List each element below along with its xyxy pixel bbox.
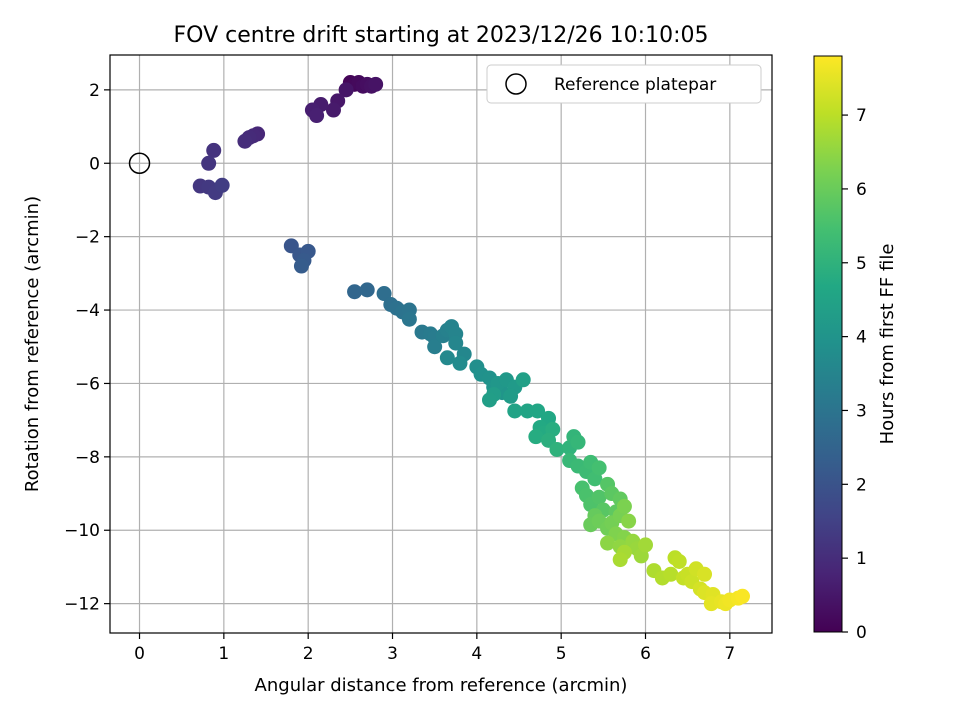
x-tick-label: 3: [387, 644, 398, 664]
x-tick-label: 4: [471, 644, 482, 664]
data-point: [663, 566, 679, 582]
data-point: [616, 498, 632, 514]
x-tick-label: 6: [640, 644, 651, 664]
legend-marker: [505, 73, 527, 95]
data-points: [192, 75, 750, 612]
data-point: [528, 429, 544, 445]
x-tick-label: 0: [134, 644, 145, 664]
data-point: [591, 460, 607, 476]
data-point: [427, 339, 443, 355]
colorbar-tick-label: 1: [856, 549, 867, 569]
data-point: [338, 82, 354, 98]
colorbar-label: Hours from first FF file: [877, 244, 898, 445]
data-point: [734, 588, 750, 604]
chart-title: FOV centre drift starting at 2023/12/26 …: [174, 23, 709, 48]
data-point: [452, 355, 468, 371]
y-tick-label: 0: [89, 154, 100, 174]
y-tick-label: −2: [75, 228, 100, 248]
colorbar-tick-label: 3: [856, 401, 867, 421]
data-point: [368, 76, 384, 92]
data-point: [600, 535, 616, 551]
legend: Reference platepar: [486, 64, 762, 104]
data-point: [671, 553, 687, 569]
data-point: [448, 335, 464, 351]
y-tick-label: −12: [64, 595, 100, 615]
legend-entry: Reference platepar: [554, 75, 716, 95]
data-point: [621, 513, 637, 529]
data-point: [503, 388, 519, 404]
y-tick-label: −4: [75, 301, 100, 321]
data-point: [214, 177, 230, 193]
grid: [110, 55, 772, 633]
data-point: [376, 286, 392, 302]
colorbar-tick-label: 0: [856, 623, 867, 643]
y-axis-ticks: 2 0 −2 −4 −6 −8 −10 −12: [64, 81, 110, 615]
data-point: [206, 142, 222, 158]
data-point: [237, 133, 253, 149]
data-point: [309, 108, 325, 124]
data-point: [359, 282, 375, 298]
data-point: [201, 155, 217, 171]
data-point: [507, 403, 523, 419]
data-point: [293, 258, 309, 274]
data-point: [638, 537, 654, 553]
data-point: [481, 392, 497, 408]
colorbar-tick-label: 2: [856, 475, 867, 495]
y-axis-label: Rotation from reference (arcmin): [22, 196, 43, 492]
x-tick-label: 7: [724, 644, 735, 664]
colorbar-tick-label: 5: [856, 254, 867, 274]
data-point: [515, 372, 531, 388]
data-point: [439, 350, 455, 366]
data-point: [570, 434, 586, 450]
colorbar: 0 1 2 3 4 5 6 7 Hours from first FF file: [813, 55, 898, 643]
y-tick-label: −10: [64, 521, 100, 541]
x-tick-label: 1: [218, 644, 229, 664]
data-point: [549, 442, 565, 458]
legend-box: [486, 64, 762, 104]
data-point: [401, 311, 417, 327]
y-tick-label: −8: [75, 448, 100, 468]
data-point: [612, 552, 628, 568]
x-tick-label: 2: [303, 644, 314, 664]
colorbar-tick-label: 6: [856, 180, 867, 200]
reference-point: [128, 152, 151, 175]
colorbar-tick-label: 4: [856, 328, 867, 348]
data-point: [325, 102, 341, 118]
reference-marker: [128, 152, 151, 175]
colorbar-ticks: 0 1 2 3 4 5 6 7: [842, 106, 867, 643]
colorbar-gradient: [813, 55, 843, 633]
y-tick-label: −6: [75, 374, 100, 394]
data-point: [530, 403, 546, 419]
x-tick-label: 5: [556, 644, 567, 664]
data-point: [347, 284, 363, 300]
x-axis-label: Angular distance from reference (arcmin): [255, 675, 628, 696]
data-point: [697, 566, 713, 582]
plot-frame: [109, 54, 773, 634]
y-tick-label: 2: [89, 81, 100, 101]
x-axis-ticks: 0 1 2 3 4 5 6 7: [134, 633, 735, 664]
data-point: [591, 489, 607, 505]
colorbar-tick-label: 7: [856, 106, 867, 126]
